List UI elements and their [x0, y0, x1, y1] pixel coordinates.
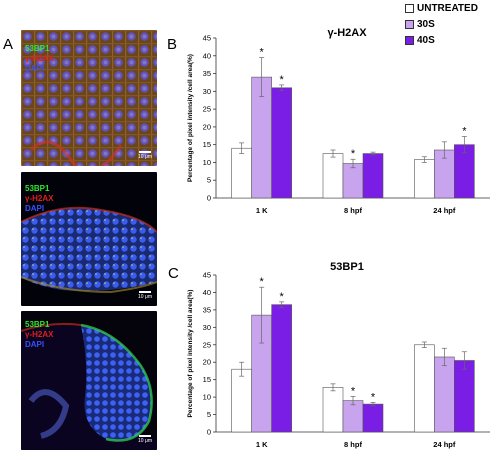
- bar: [342, 400, 364, 433]
- micrograph-top-scalebar: 10 μm: [138, 151, 152, 160]
- y-tick-label: 15: [203, 375, 211, 384]
- chart-53bp1: 53BP1 Percentage of pixel intensity /cell…: [187, 262, 490, 449]
- legend-swatch-untreated: [405, 4, 414, 13]
- bar: [414, 159, 435, 199]
- bar: [231, 147, 252, 199]
- chart-legend: UNTREATED 30S 40S: [405, 2, 478, 50]
- legend-item-40s: 40S: [405, 34, 478, 47]
- y-tick-label: 45: [203, 34, 211, 43]
- significance-mark: *: [351, 385, 356, 397]
- y-tick-label: 30: [203, 87, 211, 96]
- micrograph-middle-scalebar: 10 μm: [138, 291, 152, 300]
- y-tick-label: 25: [203, 105, 211, 114]
- x-tick-label: 1 K: [256, 206, 268, 215]
- micrograph-top-image: [21, 30, 157, 166]
- bar: [454, 360, 475, 433]
- legend-swatch-30s: [405, 20, 414, 29]
- micrograph-bottom-label-3: DAPI: [25, 340, 45, 349]
- panel-letter-c: C: [168, 265, 179, 282]
- legend-swatch-40s: [405, 36, 414, 45]
- micrograph-bottom-image: [21, 311, 157, 450]
- micrograph-middle-image: [21, 172, 157, 306]
- y-tick-label: 45: [203, 271, 211, 280]
- micrograph-top: 53BP1 γ-H2AX DAPI 10 μm: [21, 30, 157, 166]
- significance-mark: *: [260, 276, 265, 288]
- micrograph-middle-label-3: DAPI: [25, 204, 45, 213]
- legend-item-30s: 30S: [405, 18, 478, 31]
- micrograph-top-label-3: DAPI: [25, 64, 45, 73]
- chart-title: γ-H2AX: [327, 28, 367, 39]
- micrograph-middle: 53BP1 γ-H2AX DAPI 10 μm: [21, 172, 157, 306]
- panel-letter-b: B: [167, 36, 178, 53]
- y-tick-label: 10: [203, 393, 211, 402]
- significance-mark: *: [351, 148, 356, 160]
- y-tick-label: 25: [203, 340, 211, 349]
- panel-letter-a: A: [3, 36, 14, 53]
- y-tick-label: 20: [203, 358, 211, 367]
- micrograph-middle-label-1: 53BP1: [25, 184, 50, 193]
- micrograph-middle-label-2: γ-H2AX: [25, 194, 54, 203]
- y-tick-label: 15: [203, 140, 211, 149]
- bar: [271, 87, 292, 199]
- y-tick-label: 35: [203, 69, 211, 78]
- bar: [322, 387, 344, 433]
- x-tick-label: 24 hpf: [433, 440, 456, 449]
- bar: [322, 153, 344, 199]
- y-tick-label: 40: [203, 51, 211, 60]
- legend-label-40s: 40S: [417, 35, 435, 46]
- significance-mark: *: [280, 74, 285, 86]
- significance-mark: *: [462, 125, 467, 137]
- y-tick-label: 5: [207, 176, 211, 185]
- chart-title: 53BP1: [330, 262, 364, 273]
- bar: [414, 344, 435, 433]
- legend-label-untreated: UNTREATED: [417, 3, 478, 14]
- y-axis-label: Percentage of pixel intensity /cell area…: [187, 54, 194, 182]
- bar: [271, 304, 292, 433]
- y-tick-label: 10: [203, 158, 211, 167]
- y-tick-label: 30: [203, 323, 211, 332]
- y-tick-label: 40: [203, 288, 211, 297]
- legend-item-untreated: UNTREATED: [405, 2, 478, 15]
- bar: [362, 153, 384, 199]
- micrograph-bottom-label-1: 53BP1: [25, 320, 50, 329]
- significance-mark: *: [371, 391, 376, 403]
- y-axis-label: Percentage of pixel intensity /cell area…: [187, 290, 194, 418]
- x-tick-label: 8 hpf: [344, 440, 362, 449]
- y-tick-label: 5: [207, 410, 211, 419]
- significance-mark: *: [280, 291, 285, 303]
- x-tick-label: 24 hpf: [433, 206, 456, 215]
- y-tick-label: 20: [203, 122, 211, 131]
- chart-gamma-h2ax: γ-H2AX Percentage of pixel intensity /cel…: [187, 28, 490, 215]
- micrograph-bottom: 53BP1 γ-H2AX DAPI 10 μm: [21, 311, 157, 450]
- significance-mark: *: [260, 47, 265, 59]
- y-tick-label: 35: [203, 305, 211, 314]
- micrograph-bottom-scalebar: 10 μm: [138, 435, 152, 444]
- micrograph-bottom-label-2: γ-H2AX: [25, 330, 54, 339]
- legend-label-30s: 30S: [417, 19, 435, 30]
- y-tick-label: 0: [207, 194, 211, 203]
- micrograph-top-label-1: 53BP1: [25, 44, 50, 53]
- bar: [362, 403, 384, 433]
- bar: [342, 163, 364, 199]
- x-tick-label: 8 hpf: [344, 206, 362, 215]
- micrograph-top-label-2: γ-H2AX: [25, 54, 54, 63]
- x-tick-label: 1 K: [256, 440, 268, 449]
- y-tick-label: 0: [207, 428, 211, 437]
- bar: [434, 356, 455, 433]
- bar: [231, 368, 252, 433]
